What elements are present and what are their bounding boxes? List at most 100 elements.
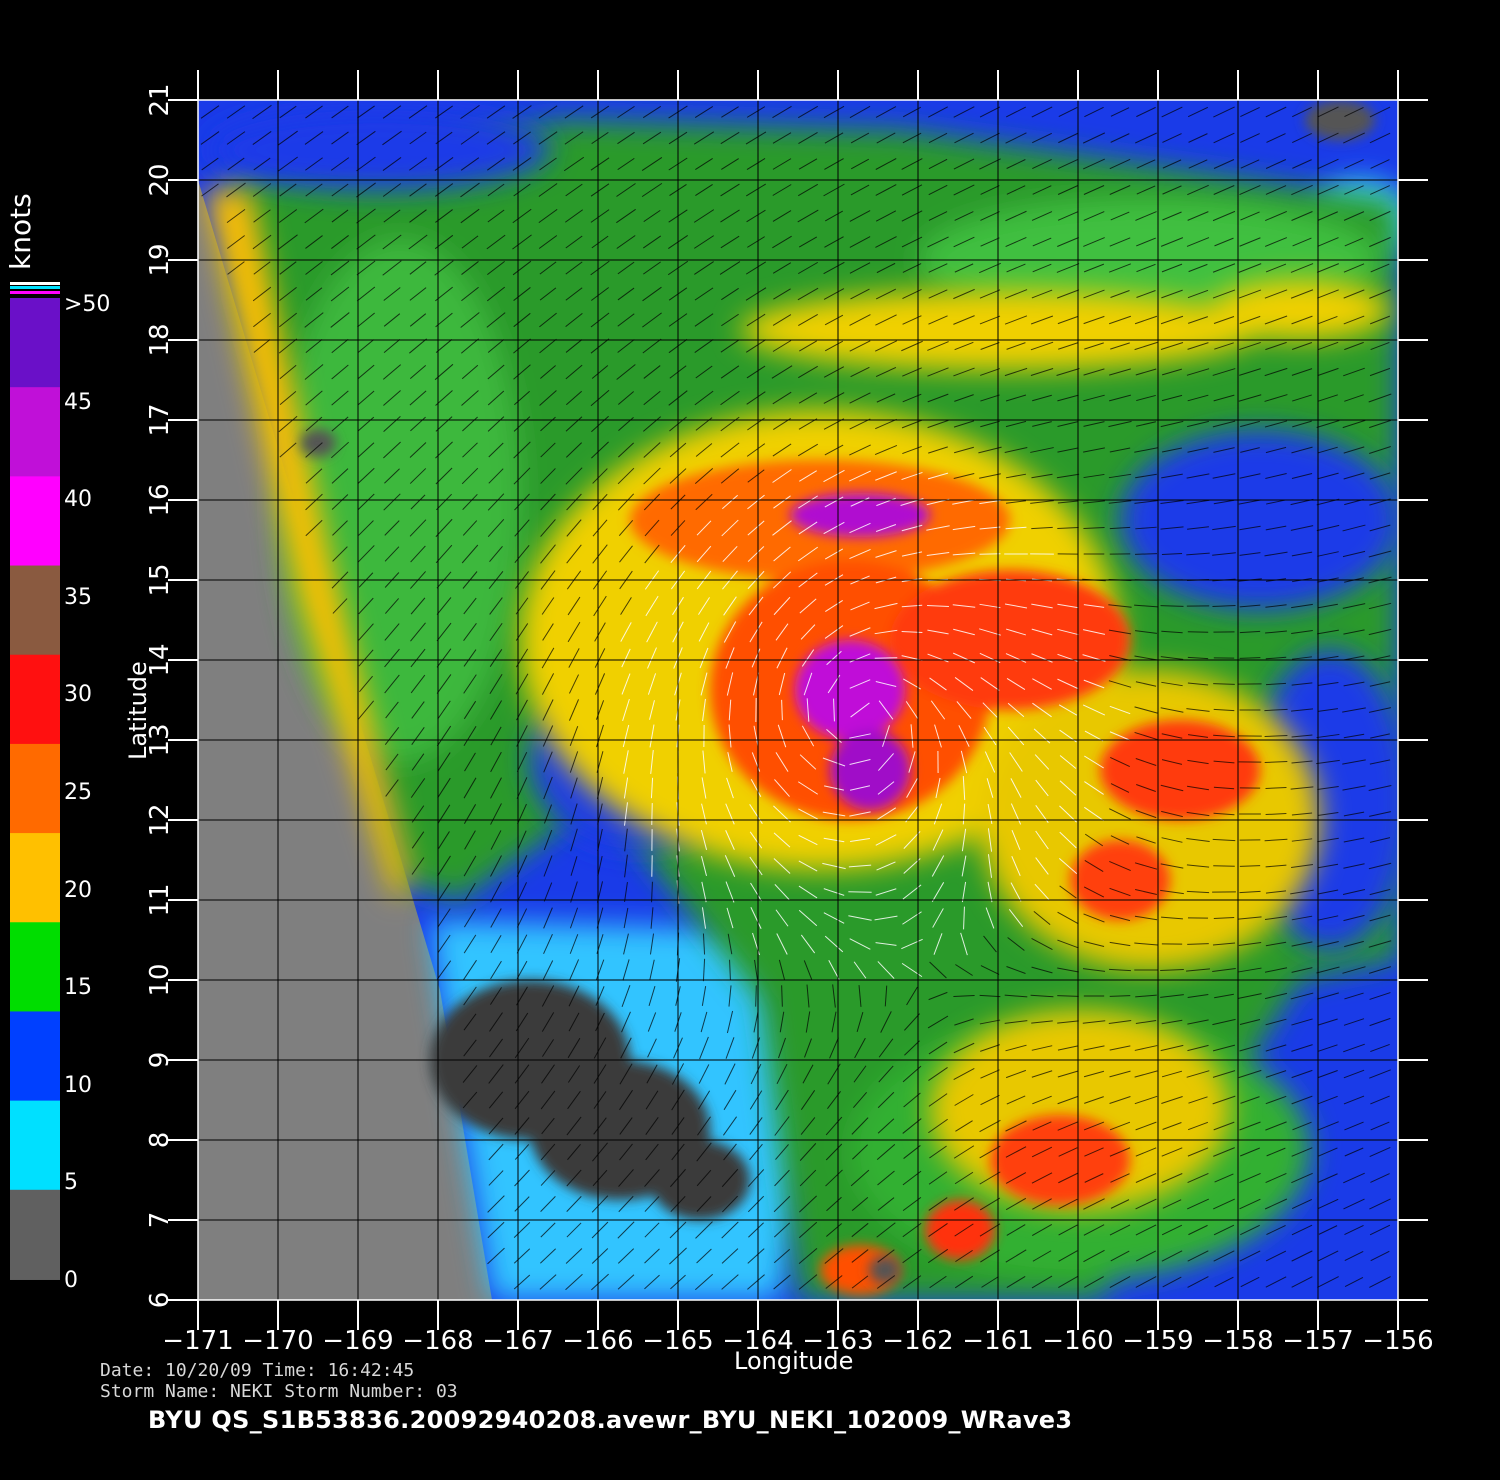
wind-barb [1005, 628, 1027, 636]
wind-barb [1343, 446, 1365, 454]
wind-barb [979, 289, 1001, 299]
wind-barb [1083, 604, 1105, 608]
wind-barb [410, 778, 426, 798]
colorbar-label: 10 [64, 1072, 92, 1098]
wind-barb [928, 289, 948, 299]
wind-barb [200, 105, 220, 119]
wind-barb [1344, 159, 1364, 169]
wind-barb [1344, 185, 1364, 195]
wind-barb [979, 499, 1001, 505]
wind-barb [279, 364, 297, 380]
wind-barb [806, 984, 810, 1008]
wind-barb [383, 313, 401, 327]
wind-barb [645, 595, 659, 617]
wind-barb [1006, 1275, 1026, 1289]
wind-barb [979, 526, 1001, 530]
wind-barb [928, 1118, 948, 1134]
wind-barb [1031, 1275, 1053, 1289]
wind-barb [774, 884, 790, 900]
wind-barb [1317, 237, 1339, 247]
wind-barb [1187, 1276, 1209, 1288]
wind-barb [1370, 733, 1390, 739]
wind-barb [801, 649, 815, 667]
wind-barb [823, 912, 845, 924]
wind-barb [540, 519, 556, 537]
x-tick-label: −164 [722, 1326, 794, 1356]
wind-barb [1134, 862, 1158, 870]
wind-barb [797, 105, 819, 119]
wind-barb [488, 442, 504, 458]
wind-barb [1369, 289, 1391, 299]
wind-barb [987, 854, 993, 878]
wind-barb [1369, 1224, 1391, 1236]
wind-barb [1162, 211, 1182, 221]
wind-barb [833, 698, 835, 722]
wind-barb [1059, 755, 1077, 769]
wind-barb [1344, 1224, 1364, 1236]
wind-barb [800, 1117, 816, 1135]
wind-barb [778, 1037, 786, 1059]
wind-barb [1240, 1147, 1260, 1157]
wind-barb [822, 811, 846, 817]
wind-barb [619, 545, 633, 563]
wind-barb [1317, 472, 1339, 480]
wind-barb [928, 1067, 948, 1081]
wind-barb [643, 261, 661, 275]
wind-barb [979, 473, 1001, 479]
wind-barb [980, 420, 1000, 428]
wind-barb [825, 1143, 843, 1161]
wind-barb [1212, 368, 1236, 376]
wind-barb [566, 519, 582, 537]
wind-barb [901, 419, 923, 429]
wind-barb [514, 493, 530, 511]
wind-barb [953, 367, 975, 377]
wind-barb [541, 597, 555, 615]
wind-barb [1290, 889, 1314, 895]
wind-barb [729, 959, 731, 981]
wind-barb [1370, 1043, 1390, 1053]
wind-barb [463, 649, 477, 667]
wind-barb [1008, 908, 1024, 928]
wind-barb [1318, 1095, 1338, 1105]
wind-barb [901, 604, 923, 608]
wind-barb [1135, 681, 1157, 687]
wind-barb [1082, 629, 1106, 635]
wind-barb [1010, 778, 1022, 798]
wind-barb [1264, 315, 1288, 325]
wind-barb [1161, 759, 1183, 765]
wind-barb [512, 208, 532, 224]
wind-barb [875, 418, 897, 430]
y-tick-label: 20 [145, 163, 175, 197]
wind-barb [409, 209, 427, 223]
wind-barb [486, 105, 506, 119]
wind-barb [797, 546, 819, 562]
wind-barb [1292, 159, 1312, 169]
wind-barb [799, 1143, 817, 1161]
wind-barb [305, 493, 323, 511]
wind-barb [357, 364, 375, 380]
wind-barb [624, 828, 628, 852]
wind-barb [1265, 341, 1287, 351]
wind-barb [279, 442, 297, 458]
wind-barb [699, 1036, 709, 1060]
wind-barb [1161, 394, 1183, 402]
wind-barb [617, 131, 635, 145]
wind-barb [980, 237, 1000, 247]
wind-barb [1109, 526, 1131, 530]
wind-barb [1290, 992, 1314, 1000]
wind-barb [776, 647, 788, 669]
wind-barb [1316, 420, 1340, 428]
wind-barb [928, 106, 948, 118]
wind-barb [723, 621, 737, 643]
wind-barb [1240, 133, 1260, 143]
wind-barb [696, 545, 712, 563]
wind-barb [876, 861, 896, 871]
wind-barb [1135, 1147, 1157, 1157]
wind-barb [1213, 683, 1235, 685]
wind-barb [649, 700, 655, 720]
wind-barb [928, 132, 948, 144]
wind-barb [1161, 473, 1183, 479]
wind-barb [1160, 707, 1184, 713]
wind-barb [1058, 1198, 1078, 1210]
wind-barb [952, 652, 976, 664]
